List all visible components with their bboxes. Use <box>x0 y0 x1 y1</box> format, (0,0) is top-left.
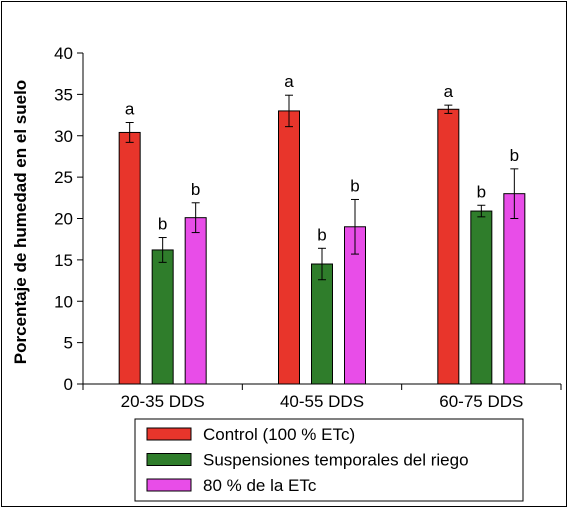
legend-box <box>134 418 524 502</box>
bar <box>470 210 493 385</box>
chart-frame: 0 5 10 15 20 25 30 35 40 20-35 DDS a b b 40-55 DDS a b b… <box>1 1 567 507</box>
y-tick-label: 30 <box>54 127 73 146</box>
x-tick-label: 20-35 DDS <box>121 392 205 411</box>
y-tick-label: 15 <box>54 251 73 270</box>
y-tick-label: 20 <box>54 210 73 229</box>
significance-label: b <box>477 182 486 201</box>
y-tick-label: 10 <box>54 292 73 311</box>
y-tick-label: 40 <box>54 44 73 63</box>
x-tick-label: 40-55 DDS <box>280 392 364 411</box>
significance-label: a <box>125 100 135 119</box>
legend-label: Control (100 % ETc) <box>203 425 355 444</box>
y-tick-label: 35 <box>54 85 73 104</box>
bar <box>184 217 207 385</box>
significance-label: b <box>510 146 519 165</box>
x-tick-label: 60-75 DDS <box>439 392 523 411</box>
legend-swatch <box>146 453 192 466</box>
significance-label: b <box>191 180 200 199</box>
legend-label: 80 % de la ETc <box>203 476 317 495</box>
bar <box>278 110 300 385</box>
legend-swatch <box>146 427 192 441</box>
significance-label: a <box>284 72 294 91</box>
significance-label: b <box>317 225 326 244</box>
bar <box>311 263 333 385</box>
y-tick-label: 0 <box>64 375 73 394</box>
y-tick-label: 5 <box>64 334 73 353</box>
y-axis-label: Porcentaje de humedad en el suelo <box>11 80 30 364</box>
significance-label: b <box>350 176 359 195</box>
bar-chart: 0 5 10 15 20 25 30 35 40 20-35 DDS a b b 40-55 DDS a b b… <box>11 44 562 502</box>
bar <box>437 108 460 385</box>
y-tick-label: 25 <box>54 168 73 187</box>
legend: Control (100 % ETc) Suspensiones temporal… <box>134 418 524 502</box>
significance-label: b <box>158 215 167 234</box>
bar <box>151 249 174 385</box>
significance-label: a <box>444 82 454 101</box>
bar <box>503 193 526 385</box>
legend-label: Suspensiones temporales del riego <box>203 451 469 470</box>
legend-swatch <box>146 478 192 492</box>
bar <box>118 131 141 385</box>
